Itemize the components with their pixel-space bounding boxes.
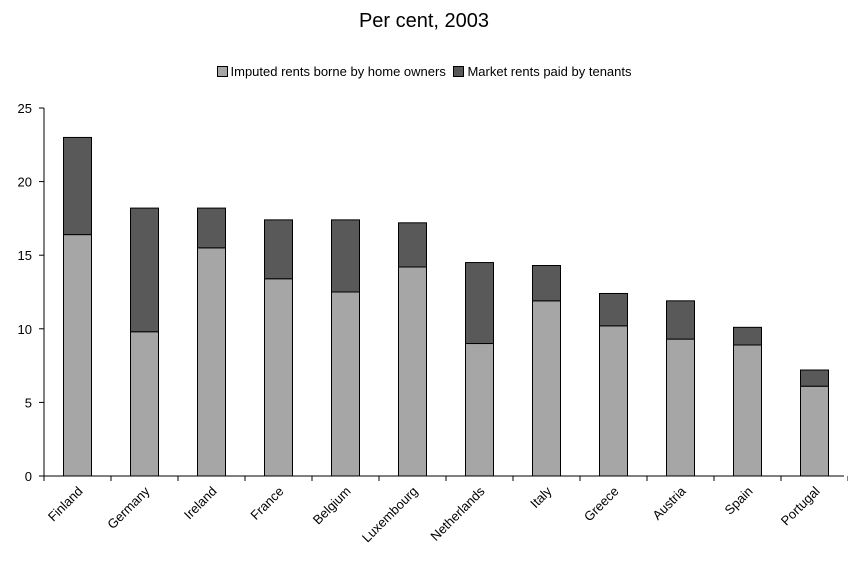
x-tick-label: Belgium xyxy=(310,484,354,528)
x-tick-label: Spain xyxy=(722,484,756,518)
bar-imputed-rents xyxy=(398,266,427,477)
x-tick-label: Greece xyxy=(581,484,622,525)
bar-imputed-rents xyxy=(63,234,92,477)
x-tick-label: Austria xyxy=(649,483,689,523)
bar-market-rents xyxy=(197,207,226,249)
bar-imputed-rents xyxy=(733,344,762,477)
legend-item-imputed-rents: Imputed rents borne by home owners xyxy=(216,64,446,79)
bar-imputed-rents xyxy=(264,278,293,477)
bar-market-rents xyxy=(398,222,427,268)
bar-imputed-rents xyxy=(130,331,159,477)
bar-market-rents xyxy=(331,219,360,293)
bar-market-rents xyxy=(800,369,829,387)
bar-imputed-rents xyxy=(532,300,561,477)
bar-market-rents xyxy=(532,265,561,302)
legend: Imputed rents borne by home owners Marke… xyxy=(0,64,848,80)
bar-imputed-rents xyxy=(666,338,695,477)
y-tick-label: 0 xyxy=(25,469,32,484)
x-tick-label: Italy xyxy=(527,483,555,511)
y-tick-label: 15 xyxy=(18,248,32,263)
legend-swatch-imputed-rents xyxy=(216,66,228,77)
legend-item-market-rents: Market rents paid by tenants xyxy=(453,64,632,79)
bar-imputed-rents xyxy=(465,343,494,477)
bar-market-rents xyxy=(666,300,695,340)
x-tick-label: Ireland xyxy=(181,484,220,523)
y-tick-label: 25 xyxy=(18,101,32,116)
legend-label-market-rents: Market rents paid by tenants xyxy=(467,64,632,79)
x-tick-label: Netherlands xyxy=(427,483,488,544)
bar-market-rents xyxy=(465,262,494,345)
x-tick-label: Luxembourg xyxy=(359,484,421,546)
bar-market-rents xyxy=(264,219,293,280)
x-tick-label: Finland xyxy=(45,484,86,525)
bar-imputed-rents xyxy=(599,325,628,477)
bar-market-rents xyxy=(733,326,762,346)
x-tick-label: France xyxy=(247,484,286,523)
x-tick-label: Portugal xyxy=(778,483,823,528)
x-tick-label: Germany xyxy=(104,483,153,532)
bar-imputed-rents xyxy=(800,385,829,477)
y-tick-label: 5 xyxy=(25,395,32,410)
bar-market-rents xyxy=(130,207,159,333)
legend-label-imputed-rents: Imputed rents borne by home owners xyxy=(230,64,446,79)
bar-market-rents xyxy=(63,136,92,236)
legend-swatch-market-rents xyxy=(453,66,465,77)
chart-title: Per cent, 2003 xyxy=(358,10,490,32)
bar-market-rents xyxy=(599,292,628,327)
y-tick-label: 10 xyxy=(18,322,32,337)
bar-imputed-rents xyxy=(197,247,226,477)
y-tick-label: 20 xyxy=(18,175,32,190)
bar-imputed-rents xyxy=(331,291,360,477)
